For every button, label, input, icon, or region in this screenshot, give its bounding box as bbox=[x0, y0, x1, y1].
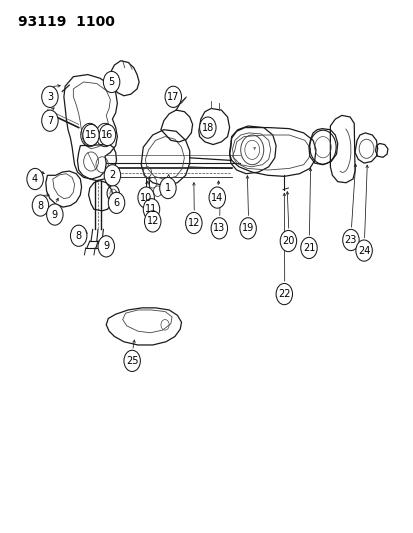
Text: 1: 1 bbox=[164, 183, 171, 193]
Text: 15: 15 bbox=[85, 130, 97, 140]
Text: 16: 16 bbox=[101, 130, 113, 140]
Circle shape bbox=[138, 187, 154, 208]
Text: 13: 13 bbox=[213, 223, 225, 233]
Circle shape bbox=[108, 192, 124, 214]
Circle shape bbox=[27, 168, 43, 190]
Text: 4: 4 bbox=[32, 174, 38, 184]
Circle shape bbox=[32, 195, 49, 216]
Text: 14: 14 bbox=[211, 192, 223, 203]
Text: 11: 11 bbox=[145, 204, 157, 214]
Circle shape bbox=[280, 230, 296, 252]
Circle shape bbox=[47, 204, 63, 225]
Text: 8: 8 bbox=[76, 231, 81, 241]
Circle shape bbox=[143, 199, 159, 220]
Circle shape bbox=[42, 110, 58, 131]
Circle shape bbox=[159, 177, 176, 199]
Text: 3: 3 bbox=[47, 92, 53, 102]
Text: 25: 25 bbox=[126, 356, 138, 366]
Circle shape bbox=[275, 284, 292, 305]
Text: 18: 18 bbox=[201, 123, 214, 133]
Circle shape bbox=[239, 217, 256, 239]
Text: 12: 12 bbox=[187, 218, 199, 228]
Circle shape bbox=[199, 117, 216, 138]
Text: 5: 5 bbox=[108, 77, 114, 87]
Circle shape bbox=[99, 124, 115, 146]
Circle shape bbox=[342, 229, 358, 251]
Text: 21: 21 bbox=[302, 243, 314, 253]
Circle shape bbox=[70, 225, 87, 246]
Circle shape bbox=[83, 124, 99, 146]
Circle shape bbox=[300, 237, 316, 259]
Text: 9: 9 bbox=[52, 209, 58, 220]
Text: 17: 17 bbox=[167, 92, 179, 102]
Circle shape bbox=[144, 211, 161, 232]
Text: 19: 19 bbox=[242, 223, 254, 233]
Text: 93119  1100: 93119 1100 bbox=[18, 14, 114, 29]
Text: 20: 20 bbox=[282, 236, 294, 246]
Circle shape bbox=[209, 187, 225, 208]
Text: 6: 6 bbox=[113, 198, 119, 208]
Circle shape bbox=[42, 86, 58, 108]
Circle shape bbox=[355, 240, 371, 261]
Text: 7: 7 bbox=[47, 116, 53, 126]
Circle shape bbox=[211, 217, 227, 239]
Text: 8: 8 bbox=[37, 200, 43, 211]
Text: 12: 12 bbox=[146, 216, 159, 227]
Text: 2: 2 bbox=[109, 171, 115, 180]
Circle shape bbox=[103, 71, 119, 93]
Text: 10: 10 bbox=[140, 192, 152, 203]
Text: 22: 22 bbox=[278, 289, 290, 299]
Text: 9: 9 bbox=[103, 241, 109, 252]
Circle shape bbox=[104, 165, 120, 186]
Text: 23: 23 bbox=[344, 235, 356, 245]
Circle shape bbox=[185, 213, 202, 233]
Text: 24: 24 bbox=[357, 246, 369, 256]
Circle shape bbox=[123, 350, 140, 372]
Circle shape bbox=[165, 86, 181, 108]
Circle shape bbox=[98, 236, 114, 257]
